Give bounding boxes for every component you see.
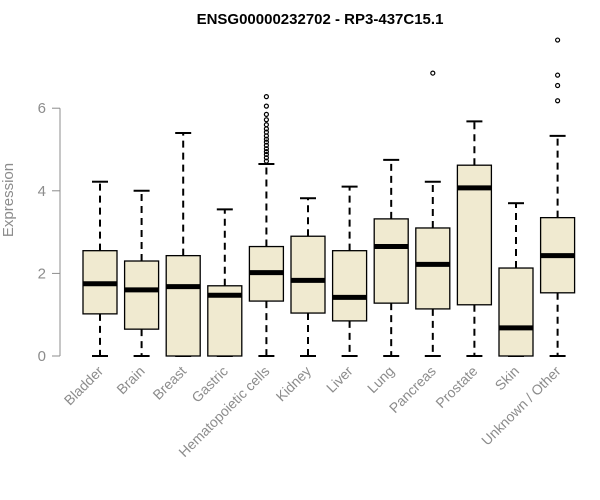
outlier-point <box>263 142 269 148</box>
box-iqr <box>123 260 160 330</box>
x-tick-label: Prostate <box>432 363 480 411</box>
x-tick-label: Unknown / Other <box>478 363 564 449</box>
outlier-point <box>554 98 561 104</box>
x-tick-label: Breast <box>149 363 189 403</box>
y-axis: 0 2 4 6 <box>38 100 61 365</box>
box-skin <box>498 202 534 357</box>
outlier-point <box>263 155 269 161</box>
y-tick-label: 4 <box>38 183 46 200</box>
box-pancreas <box>415 70 451 357</box>
outlier-point <box>263 94 269 100</box>
box-hematopoietic-cells <box>248 94 285 357</box>
box-brain <box>123 189 160 357</box>
y-tick-label: 0 <box>38 348 46 365</box>
outlier-point <box>263 139 269 145</box>
box-breast <box>165 131 201 357</box>
y-axis-label: Expression <box>0 163 17 237</box>
outlier-point <box>430 70 436 76</box>
outlier-point <box>263 111 269 117</box>
outlier-point <box>554 82 561 89</box>
box-iqr <box>415 227 451 310</box>
outlier-point <box>263 122 269 128</box>
box-iqr <box>331 250 368 322</box>
box-lung <box>373 158 409 357</box>
box-kidney <box>290 197 326 357</box>
outlier-point <box>554 37 561 43</box>
outlier-point <box>263 158 269 164</box>
box-prostate <box>456 120 493 357</box>
outlier-point <box>263 151 269 158</box>
chart-title: ENSG00000232702 - RP3-437C15.1 <box>197 11 444 28</box>
x-tick-label: Brain <box>113 363 147 397</box>
box-gastric <box>207 208 243 357</box>
box-unknown-other <box>539 37 576 357</box>
box-iqr <box>165 254 201 357</box>
box-iqr <box>498 267 534 357</box>
box-bladder <box>82 180 118 357</box>
x-tick-label: Bladder <box>61 363 107 409</box>
y-tick-label: 2 <box>38 265 46 282</box>
outlier-point <box>263 136 269 142</box>
box-iqr <box>373 218 409 304</box>
outlier-point <box>263 148 269 155</box>
x-tick-label: Skin <box>492 363 523 394</box>
boxes <box>82 37 576 357</box>
outlier-point <box>554 72 561 78</box>
box-liver <box>331 185 368 357</box>
box-iqr <box>290 235 326 314</box>
outlier-point <box>263 129 269 135</box>
y-tick-label: 6 <box>38 100 46 117</box>
outlier-point <box>263 146 269 152</box>
x-tick-label: Liver <box>323 363 356 396</box>
x-tick-label: Kidney <box>273 363 315 405</box>
outlier-point <box>263 117 269 123</box>
x-tick-label: Lung <box>364 363 397 396</box>
outlier-point <box>263 103 269 109</box>
